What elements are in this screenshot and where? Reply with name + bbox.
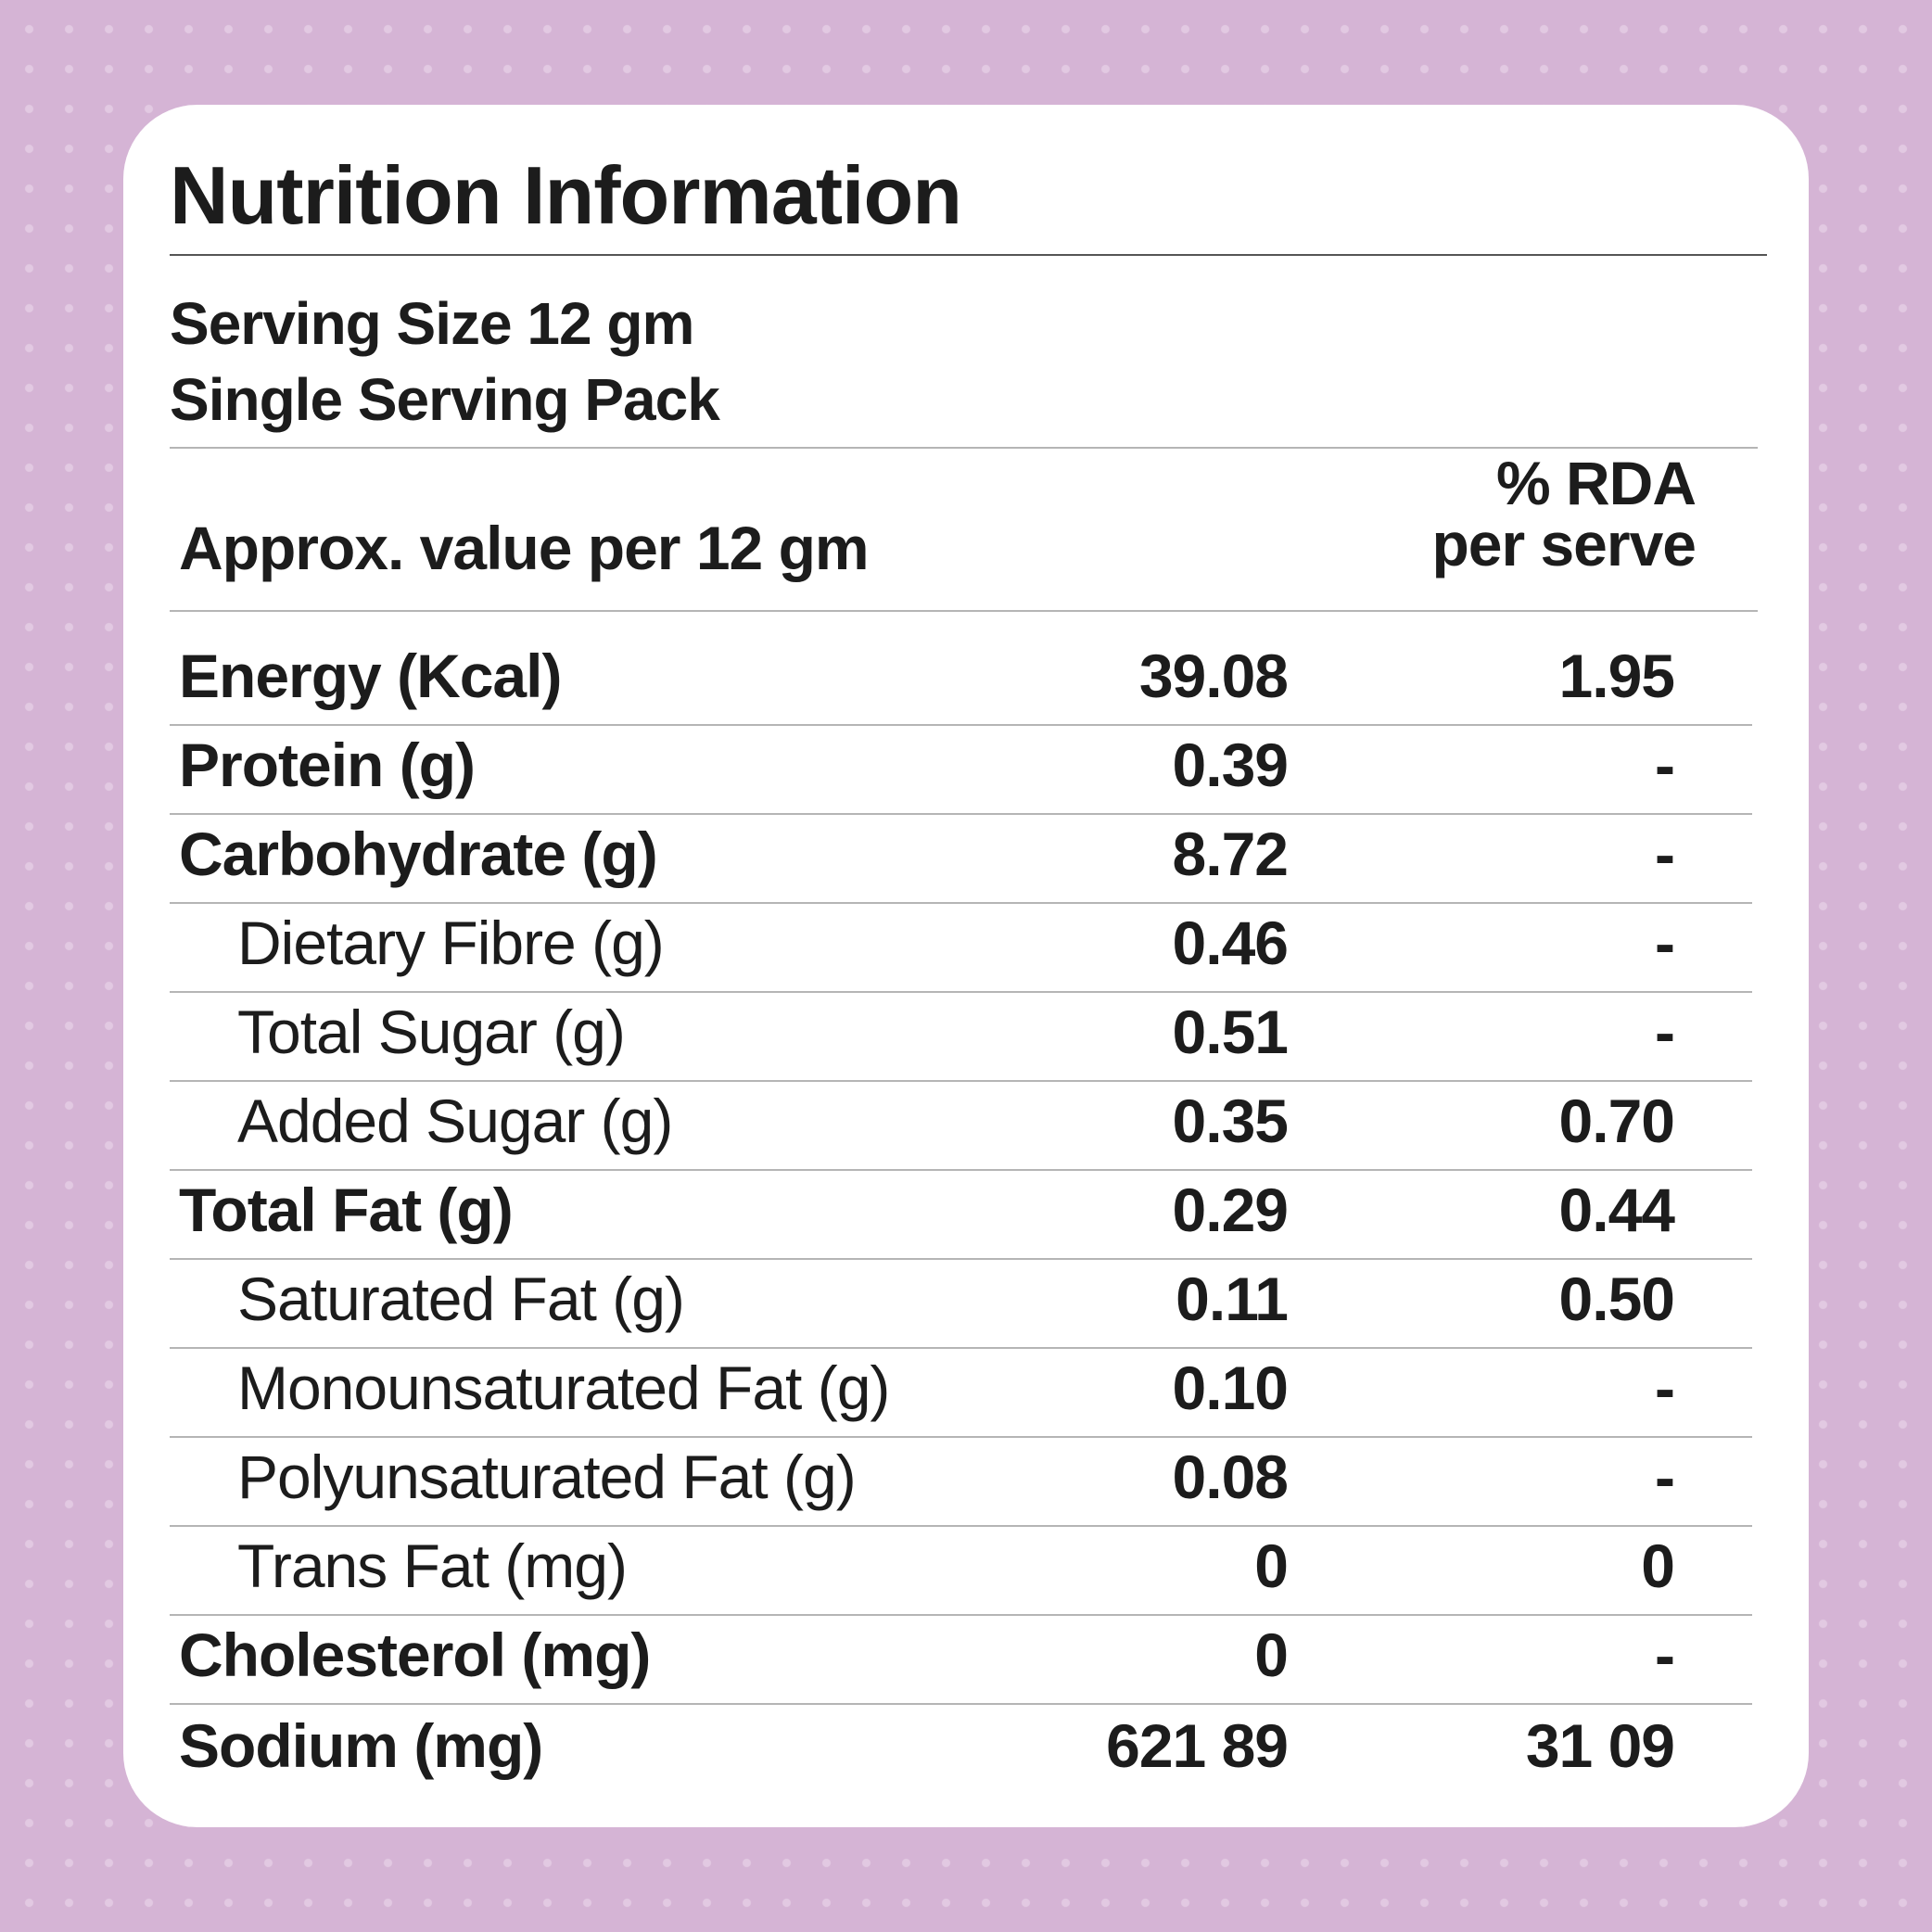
table-row: Sodium (mg) 621 89 31 09 xyxy=(170,1705,1752,1794)
nutrient-label: Energy (Kcal) xyxy=(179,642,562,710)
nutrient-label: Total Fat (g) xyxy=(179,1176,514,1244)
nutrient-value: 0.39 xyxy=(1172,731,1289,799)
nutrient-rda: 1.95 xyxy=(1558,642,1675,710)
nutrient-label: Protein (g) xyxy=(179,731,476,799)
nutrient-label: Trans Fat (mg) xyxy=(237,1532,628,1600)
table-row: Total Fat (g) 0.29 0.44 xyxy=(170,1171,1752,1260)
nutrient-rda: - xyxy=(1655,1443,1675,1511)
nutrient-rda: 0.50 xyxy=(1558,1265,1675,1333)
nutrient-rda: - xyxy=(1655,731,1675,799)
table-row: Protein (g) 0.39 - xyxy=(170,726,1752,815)
nutrient-value: 0.35 xyxy=(1172,1087,1289,1155)
nutrient-rda: 0.70 xyxy=(1558,1087,1675,1155)
nutrient-value: 0.10 xyxy=(1172,1354,1289,1422)
table-row: Energy (Kcal) 39.08 1.95 xyxy=(170,610,1752,726)
nutrition-table: Energy (Kcal) 39.08 1.95 Protein (g) 0.39- Ca… xyxy=(170,610,1752,1794)
nutrient-value: 0.46 xyxy=(1172,909,1289,977)
rda-header-line1: % RDA xyxy=(1495,449,1697,517)
nutrient-rda: - xyxy=(1655,909,1675,977)
nutrient-value: 0 xyxy=(1254,1532,1289,1600)
nutrient-value: 0.29 xyxy=(1172,1176,1289,1244)
nutrient-label: Dietary Fibre (g) xyxy=(237,909,665,977)
rda-header-line2: per serve xyxy=(1431,510,1697,578)
nutrient-value: 39.08 xyxy=(1138,642,1289,710)
table-row: Dietary Fibre (g) 0.46 - xyxy=(170,904,1752,993)
nutrient-rda: - xyxy=(1655,820,1675,888)
divider xyxy=(170,447,1758,449)
nutrient-rda: 31 09 xyxy=(1525,1711,1675,1780)
nutrient-rda: 0 xyxy=(1641,1532,1675,1600)
table-row: Carbohydrate (g) 8.72 - xyxy=(170,815,1752,904)
nutrient-rda: 0.44 xyxy=(1558,1176,1675,1244)
table-row: Trans Fat (mg) 0 0 xyxy=(170,1527,1752,1616)
nutrient-value: 0.11 xyxy=(1176,1265,1289,1333)
column-header-rda: % RDA per serve xyxy=(1431,449,1697,578)
nutrient-rda: - xyxy=(1655,1354,1675,1422)
serving-size: Serving Size 12 gm xyxy=(170,290,694,357)
nutrient-label: Sodium (mg) xyxy=(179,1711,543,1780)
nutrient-label: Monounsaturated Fat (g) xyxy=(237,1354,890,1422)
table-row: Added Sugar (g) 0.35 0.70 xyxy=(170,1082,1752,1171)
table-row: Polyunsaturated Fat (g) 0.08 - xyxy=(170,1438,1752,1527)
nutrient-label: Saturated Fat (g) xyxy=(237,1265,685,1333)
nutrient-rda: - xyxy=(1655,1621,1675,1689)
nutrient-label: Cholesterol (mg) xyxy=(179,1621,651,1689)
nutrient-value: 0.51 xyxy=(1172,998,1289,1066)
table-row: Saturated Fat (g) 0.11 0.50 xyxy=(170,1260,1752,1349)
nutrient-label: Carbohydrate (g) xyxy=(179,820,658,888)
column-header-per-serving: Approx. value per 12 gm xyxy=(179,514,870,582)
nutrient-value: 621 89 xyxy=(1106,1711,1289,1780)
serving-pack: Single Serving Pack xyxy=(170,366,720,433)
divider xyxy=(170,254,1767,256)
nutrient-value: 0.08 xyxy=(1172,1443,1289,1511)
nutrient-label: Total Sugar (g) xyxy=(237,998,626,1066)
nutrient-rda: - xyxy=(1655,998,1675,1066)
nutrient-value: 0 xyxy=(1254,1621,1289,1689)
nutrition-card xyxy=(123,105,1809,1827)
divider xyxy=(170,610,1758,612)
table-row: Total Sugar (g) 0.51 - xyxy=(170,993,1752,1082)
nutrient-label: Added Sugar (g) xyxy=(237,1087,673,1155)
table-row: Cholesterol (mg) 0 - xyxy=(170,1616,1752,1705)
nutrient-value: 8.72 xyxy=(1172,820,1289,888)
table-row: Monounsaturated Fat (g) 0.10 - xyxy=(170,1349,1752,1438)
nutrient-label: Polyunsaturated Fat (g) xyxy=(237,1443,857,1511)
page-title: Nutrition Information xyxy=(170,149,962,241)
